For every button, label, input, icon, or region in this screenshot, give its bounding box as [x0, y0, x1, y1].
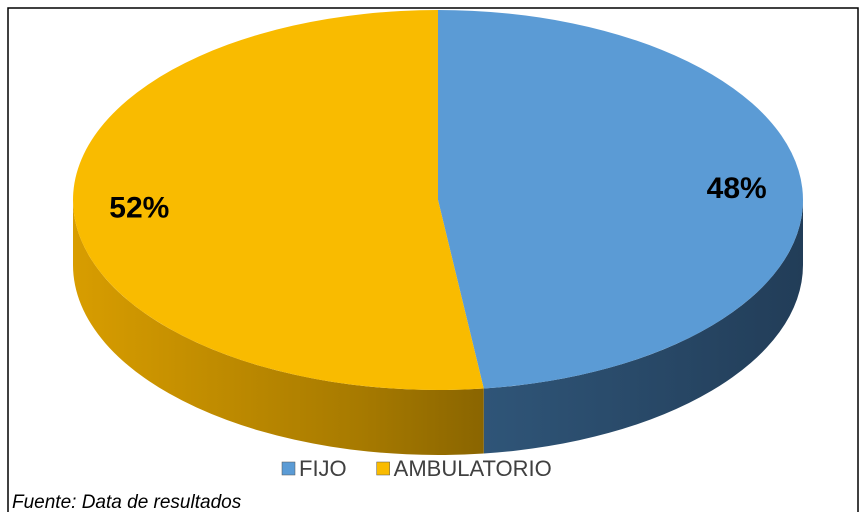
legend-label: AMBULATORIO: [394, 456, 552, 481]
data-label: 48%: [707, 172, 767, 205]
slice-side: [73, 200, 484, 455]
slice: [73, 10, 484, 390]
source-note: Fuente: Data de resultados: [12, 492, 242, 512]
legend-swatch: [281, 461, 296, 476]
slice: [438, 10, 804, 389]
data-label: 52%: [109, 192, 169, 225]
frame: [7, 7, 859, 512]
slice-side: [483, 200, 803, 454]
pie: [73, 10, 804, 455]
legend-label: FIJO: [299, 456, 347, 481]
legend-swatch: [376, 461, 390, 476]
